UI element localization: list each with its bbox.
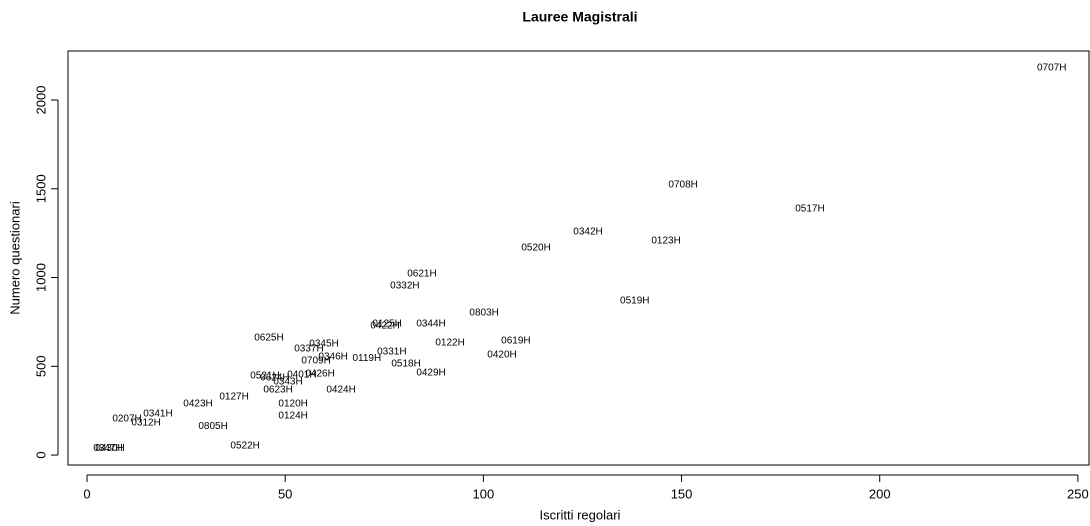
point-label: 0401H (287, 370, 316, 381)
point-label: 0127H (219, 392, 248, 403)
point-label: 0120H (278, 399, 307, 410)
point-label: 0119H (352, 353, 381, 364)
point-label: 0623H (263, 385, 292, 396)
point-label: 0124H (278, 411, 307, 422)
point-label: 0207H (112, 414, 141, 425)
point-label: 0122H (435, 338, 464, 349)
x-axis-label: Iscritti regolari (540, 507, 621, 522)
point-label: 0519H (620, 296, 649, 307)
point-label: 0123H (651, 236, 680, 247)
point-label: 0522H (230, 441, 259, 452)
point-label: 0346H (318, 352, 347, 363)
x-tick-label: 150 (671, 486, 693, 501)
point-label: 0430H (95, 443, 124, 454)
point-label: 0625H (254, 333, 283, 344)
point-label: 0803H (469, 308, 498, 319)
point-label: 0125H (372, 319, 401, 330)
y-tick-label: 500 (33, 355, 48, 377)
x-tick-label: 100 (473, 486, 495, 501)
point-label: 0344H (416, 319, 445, 330)
chart-title: Lauree Magistrali (522, 9, 637, 25)
point-label: 0426H (305, 369, 334, 380)
point-label: 0343H (273, 377, 302, 388)
point-label: 0422H (370, 321, 399, 332)
point-label: 0331H (377, 347, 406, 358)
point-label: 0621H (407, 269, 436, 280)
point-label: 0517H (795, 204, 824, 215)
point-label: 0805H (198, 421, 227, 432)
y-tick-label: 1000 (33, 263, 48, 292)
point-label: 0342H (573, 227, 602, 238)
x-tick-label: 50 (278, 486, 292, 501)
point-label: 0345H (309, 339, 338, 350)
y-tick-label: 1500 (33, 174, 48, 203)
plot-frame (67, 50, 1090, 466)
point-label: 0423H (183, 399, 212, 410)
point-label: 0337H (294, 344, 323, 355)
point-label: 0520H (521, 243, 550, 254)
point-label: 0707H (1037, 63, 1066, 74)
point-label: 0341H (143, 409, 172, 420)
point-label: 0521H (250, 371, 279, 382)
point-label: 0619H (501, 336, 530, 347)
point-label: 0420H (487, 350, 516, 361)
y-axis-label: Numero questionari (7, 201, 22, 315)
point-label: 0332H (390, 281, 419, 292)
x-tick-label: 200 (869, 486, 891, 501)
x-tick-label: 250 (1067, 486, 1089, 501)
x-tick-label: 0 (83, 486, 90, 501)
y-tick-label: 2000 (33, 86, 48, 115)
point-label: 0312H (131, 418, 160, 429)
point-label: 0429H (416, 368, 445, 379)
point-label: 0518H (391, 359, 420, 370)
y-tick-label: 0 (33, 451, 48, 458)
point-label: 0709H (301, 356, 330, 367)
point-label: 0708H (668, 180, 697, 191)
point-label: 0424H (326, 385, 355, 396)
point-label: 0624H (260, 373, 289, 384)
point-label: 0347H (93, 443, 122, 454)
